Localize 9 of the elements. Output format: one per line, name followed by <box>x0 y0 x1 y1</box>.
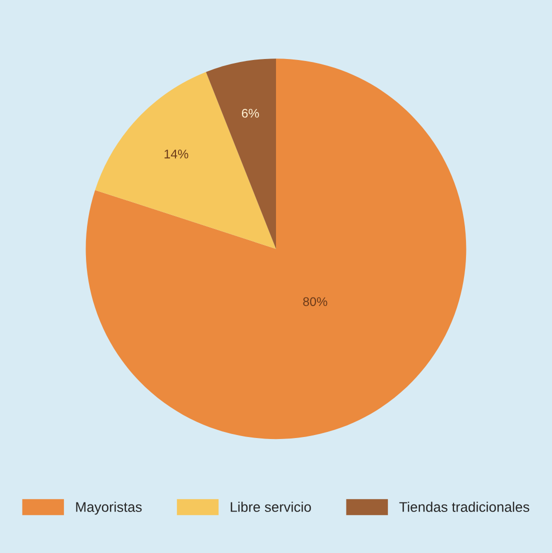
pie-slice <box>86 58 466 440</box>
data-label: 14% <box>164 150 188 158</box>
pie-slice <box>206 58 276 249</box>
pie-slice <box>95 72 276 249</box>
legend-label: Libre servicio <box>230 502 311 512</box>
data-label: 6% <box>242 108 259 118</box>
data-label: 80% <box>303 297 328 306</box>
legend-label: Mayoristas <box>76 502 142 515</box>
legend-label: Tiendas tradicionales <box>399 502 530 512</box>
